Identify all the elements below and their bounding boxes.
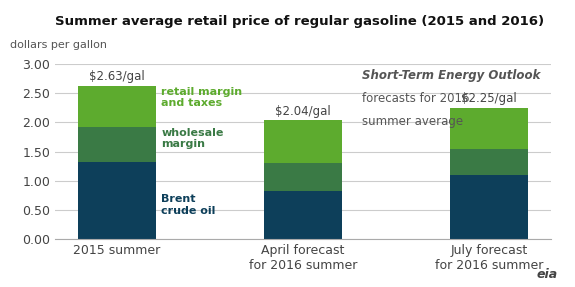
Text: eia: eia bbox=[536, 268, 558, 281]
Text: $2.25/gal: $2.25/gal bbox=[461, 92, 517, 105]
Bar bbox=[450, 175, 528, 239]
Text: Brent
crude oil: Brent crude oil bbox=[162, 195, 216, 216]
Text: forecasts for 2016: forecasts for 2016 bbox=[362, 92, 470, 105]
Bar bbox=[264, 120, 342, 163]
Bar bbox=[450, 108, 528, 149]
Bar bbox=[264, 191, 342, 239]
Text: $2.63/gal: $2.63/gal bbox=[89, 70, 145, 83]
Bar bbox=[450, 149, 528, 175]
Text: wholesale
margin: wholesale margin bbox=[162, 128, 224, 150]
Text: summer average: summer average bbox=[362, 115, 463, 128]
Text: $2.04/gal: $2.04/gal bbox=[275, 105, 331, 118]
Bar bbox=[78, 86, 156, 127]
Text: dollars per gallon: dollars per gallon bbox=[10, 40, 108, 50]
Bar bbox=[264, 163, 342, 191]
Text: Summer average retail price of regular gasoline (2015 and 2016): Summer average retail price of regular g… bbox=[55, 15, 544, 28]
Bar bbox=[78, 162, 156, 239]
Text: Short-Term Energy Outlook: Short-Term Energy Outlook bbox=[362, 69, 541, 82]
Text: retail margin
and taxes: retail margin and taxes bbox=[162, 87, 243, 108]
Bar bbox=[78, 127, 156, 162]
